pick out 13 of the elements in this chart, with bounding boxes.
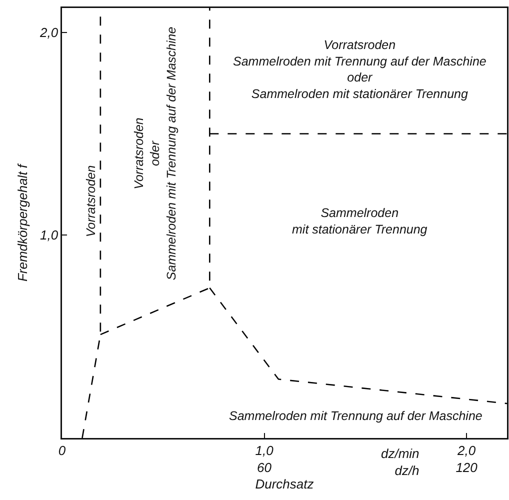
text: dz/min dz/h	[381, 446, 420, 478]
annotation: Vorratsroden Sammelroden mit Trennung auf der Maschine oder Sammelroden mit stationärer Trennung	[233, 38, 486, 101]
annotation: Vorratsroden	[84, 165, 98, 238]
x2-tick-label: 120	[456, 460, 478, 475]
annotation: Vorratsroden oder Sammelroden mit Trennung auf der Maschine	[132, 26, 178, 280]
annotation: Sammelroden mit Trennung auf der Maschine	[229, 409, 482, 423]
x-tick-label: 2,0	[456, 442, 476, 458]
x2-tick-label: 60	[257, 460, 272, 475]
annotation: Sammelroden mit stationärer Trennung	[292, 206, 428, 236]
x-tick-label: 1,0	[255, 442, 274, 458]
x-tick-label: 0	[58, 442, 66, 458]
y-axis-title: Fremdkörpergehalt f	[15, 163, 30, 282]
x-axis-title: Durchsatz	[255, 476, 314, 492]
